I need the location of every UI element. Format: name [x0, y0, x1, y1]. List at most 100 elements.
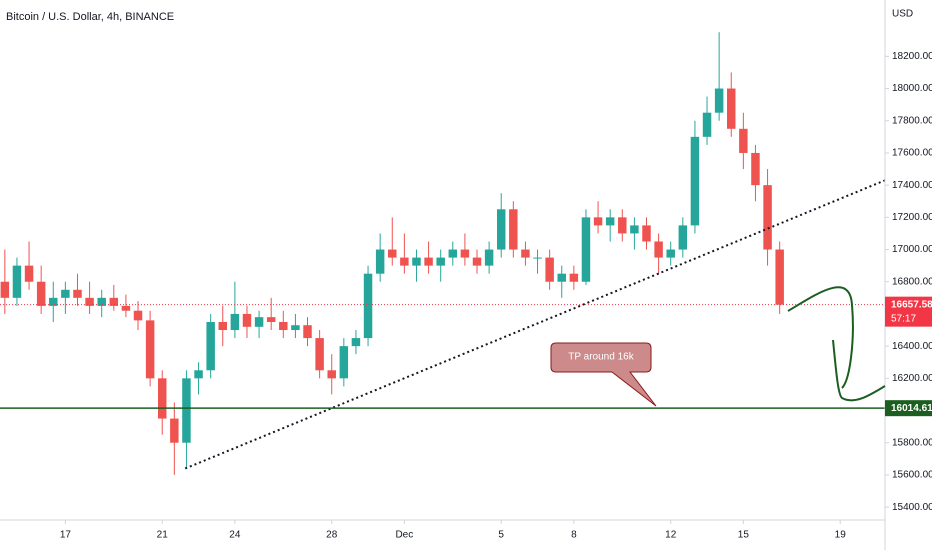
candle-body	[49, 297, 58, 306]
candle-body	[109, 297, 119, 306]
candle-body	[121, 305, 131, 311]
candle-body	[472, 257, 482, 266]
y-tick-label: 17400.00	[892, 180, 932, 191]
candle-body	[654, 241, 663, 258]
x-tick-label: 15	[738, 530, 750, 541]
y-tick-label: 18000.00	[892, 83, 932, 94]
y-tick-label: 16400.00	[892, 341, 932, 352]
currency-label: USD	[892, 9, 913, 20]
candle-body	[412, 257, 421, 266]
candle-body	[206, 321, 215, 371]
candle-body	[36, 281, 46, 306]
x-tick-label: 5	[498, 530, 504, 541]
drawn-curve	[787, 286, 886, 402]
candle-body	[714, 88, 724, 113]
candle-body	[375, 249, 385, 274]
candle-body	[242, 313, 252, 327]
candle-body	[266, 317, 276, 322]
candle-body	[339, 346, 349, 379]
x-tick-label: 12	[665, 530, 677, 541]
y-tick-label: 15400.00	[892, 502, 932, 513]
candle-body	[618, 217, 627, 234]
candle-body	[291, 325, 300, 331]
candle-body	[194, 370, 203, 379]
candle-body	[436, 257, 445, 266]
annotation-text: TP around 16k	[568, 352, 634, 363]
price-label: 16657.58	[891, 299, 932, 310]
candle-body	[303, 325, 312, 339]
candle-body	[97, 297, 106, 306]
price-label-box	[885, 400, 932, 417]
y-tick-label: 15800.00	[892, 437, 932, 448]
candle-body	[509, 209, 518, 250]
candle-body	[581, 217, 591, 282]
x-tick-label: 17	[60, 530, 72, 541]
candle-body	[702, 112, 712, 137]
trendline	[184, 179, 886, 470]
chart-title: Bitcoin / U.S. Dollar, 4h, BINANCE	[6, 11, 174, 23]
x-tick-label: 24	[229, 530, 241, 541]
candle-body	[73, 289, 82, 298]
plot-area	[0, 32, 886, 475]
candle-body	[545, 257, 554, 282]
candle-body	[460, 249, 470, 258]
y-tick-label: 18200.00	[892, 51, 932, 62]
y-tick-label: 15600.00	[892, 470, 932, 481]
candle-body	[496, 209, 506, 250]
candle-body	[315, 338, 324, 371]
annotation-callout	[550, 342, 657, 407]
candle-body	[351, 338, 361, 347]
candle-body	[182, 378, 191, 443]
y-tick-label: 17600.00	[892, 148, 932, 159]
candle-body	[690, 136, 700, 226]
candle-body	[327, 370, 336, 379]
candle-body	[133, 310, 143, 321]
y-tick-label: 17000.00	[892, 244, 932, 255]
candle-body	[230, 313, 240, 331]
candle-body	[12, 265, 22, 298]
candle-body	[666, 249, 675, 258]
candle-body	[521, 249, 530, 258]
price-label: 16014.61	[891, 403, 932, 414]
candle-body	[279, 321, 288, 331]
x-tick-label: Dec	[395, 530, 413, 541]
candle-body	[254, 317, 264, 327]
price-label-box	[885, 296, 932, 327]
x-tick-label: 21	[157, 530, 169, 541]
candle-body	[145, 320, 155, 379]
y-tick-label: 17200.00	[892, 212, 932, 223]
candle-body	[630, 225, 639, 234]
candle-body	[557, 273, 566, 282]
candle-body	[388, 249, 397, 258]
candle-body	[85, 297, 94, 306]
candle-body	[400, 257, 409, 266]
candle-body	[218, 321, 228, 331]
candle-body	[363, 273, 373, 339]
y-tick-label: 16800.00	[892, 276, 932, 287]
candle-body	[448, 249, 458, 258]
candle-body	[157, 378, 167, 419]
candle-body	[605, 217, 615, 226]
y-tick-label: 16200.00	[892, 373, 932, 384]
candle-body	[24, 265, 34, 282]
x-tick-label: 8	[571, 530, 577, 541]
candle-body	[424, 257, 433, 266]
x-tick-label: 28	[326, 530, 338, 541]
candle-body	[727, 88, 736, 129]
candle-body	[593, 217, 603, 226]
candle-body	[678, 225, 688, 250]
candle-body	[642, 225, 651, 242]
candle-body	[0, 281, 10, 298]
candle-body	[775, 249, 784, 305]
candle-body	[484, 249, 494, 266]
x-tick-label: 19	[835, 530, 847, 541]
candle-body	[751, 152, 760, 186]
candle-body	[533, 257, 542, 259]
candle-body	[170, 418, 179, 443]
candle-body	[763, 185, 772, 250]
countdown: 57:17	[891, 313, 916, 324]
candle-body	[61, 289, 70, 298]
candle-body	[569, 273, 579, 282]
